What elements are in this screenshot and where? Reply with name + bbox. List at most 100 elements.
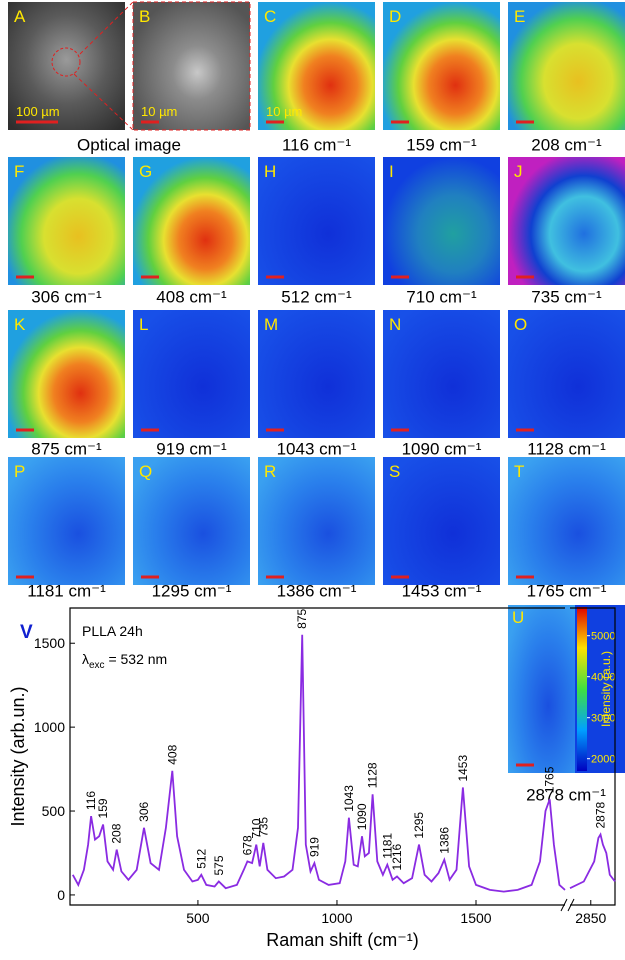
peak-label: 1043 [342,785,356,812]
map-image [258,310,375,438]
panel-letter: V [20,622,33,643]
panel-label: 1386 cm⁻¹ [277,581,357,600]
panel-label: 2878 cm⁻¹ [526,785,606,804]
panel-letter: C [264,7,276,26]
panel-letter: T [514,462,524,481]
panel-letter: J [514,162,523,181]
y-tick-label: 1000 [34,719,65,735]
panel-label: 919 cm⁻¹ [156,439,227,458]
panel-letter: E [514,7,525,26]
annotation-part: = 532 nm [105,651,168,667]
panel-label: 408 cm⁻¹ [156,287,227,306]
peak-label: 1295 [412,812,426,839]
map-image [8,157,125,285]
axis-frame [69,607,616,906]
x-tick-label: 500 [186,910,210,926]
annotation-part: exc [89,660,105,671]
map-image [258,2,375,130]
peak-label: 875 [295,608,309,628]
panel-label: 1181 cm⁻¹ [27,581,106,600]
panel-label: 306 cm⁻¹ [31,287,102,306]
panel-letter: G [139,162,152,181]
panel-label: 1090 cm⁻¹ [402,439,482,458]
panel-letter: O [514,315,527,334]
panel-letter: K [14,315,26,334]
annotation: λexc = 532 nm [82,651,167,671]
panel-label: 1295 cm⁻¹ [152,581,232,600]
panel-letter: U [512,608,524,627]
map-image [383,457,500,585]
map-image [133,2,250,130]
peak-label: 1181 [380,833,394,859]
region-marker [51,47,81,77]
panel-letter: I [389,162,394,181]
map-image [508,2,625,130]
x-tick-label: 1500 [460,910,491,926]
y-axis-title: Intensity (arb.un.) [8,686,28,826]
panel-label: 710 cm⁻¹ [406,287,477,306]
peak-label: 575 [212,855,226,875]
x-axis-title: Raman shift (cm⁻¹) [266,930,419,950]
colorbar: 2000 3000 4000 5000 Intensity (a.u.) [575,605,625,773]
panel-letter: Q [139,462,152,481]
panel-letter: A [14,7,26,26]
x-tick-label: 1000 [321,910,352,926]
peak-label: 306 [137,801,151,821]
panel-label: 875 cm⁻¹ [31,439,102,458]
y-tick-label: 500 [42,803,66,819]
map-image [8,2,125,130]
colorbar-bar [577,607,587,771]
panel-label: 512 cm⁻¹ [281,287,352,306]
panel-letter: S [389,462,400,481]
panel-label: 1128 cm⁻¹ [527,439,606,458]
spectrum-line [72,634,616,893]
peak-label: 159 [96,798,110,818]
axis-break [560,898,575,912]
annotation-part: λ [82,651,89,667]
annotation: PLLA 24h [82,623,143,639]
peak-label: 1090 [355,803,369,830]
map-image [133,457,250,585]
panel-letter: R [264,462,276,481]
peak-label: 512 [194,848,208,868]
panel-label: 735 cm⁻¹ [531,287,602,306]
scale-label: 10 µm [266,104,302,119]
peak-label: 2878 [593,802,607,829]
peak-label: 1386 [437,827,451,854]
map-image [133,157,250,285]
panel-letter: N [389,315,401,334]
panel-letter: L [139,315,148,334]
zoom-frame [132,1,251,131]
x-tick-label: 2850 [575,910,606,926]
colorbar-tick-label: 5000 [591,631,615,643]
peak-label: 678 [240,835,254,855]
map-image [258,457,375,585]
map-image [508,157,625,285]
scale-label: 10 µm [141,104,177,119]
panel-label: 1453 cm⁻¹ [402,581,482,600]
map-image [383,310,500,438]
peak-label: 1128 [366,762,380,788]
colorbar-tick-label: 3000 [591,713,615,725]
panel-letter: M [264,315,278,334]
panel-letter: H [264,162,276,181]
peak-label: 208 [110,823,124,843]
y-tick-label: 0 [57,887,65,903]
map-image [8,457,125,585]
peak-label: 408 [165,744,179,764]
peak-label: 1216 [390,843,404,870]
peak-label: 116 [84,791,98,810]
panel-letter: D [389,7,401,26]
panel-letter: F [14,162,24,181]
peak-label: 919 [307,837,321,857]
panel-label: 208 cm⁻¹ [531,135,602,154]
map-image [8,310,125,438]
peak-label: 710 [249,818,263,838]
panel-label: 1765 cm⁻¹ [527,581,607,600]
y-tick-label: 1500 [34,635,65,651]
panel-letter: B [139,7,150,26]
panel-letter: P [14,462,25,481]
map-image [258,157,375,285]
map-image [508,457,625,585]
